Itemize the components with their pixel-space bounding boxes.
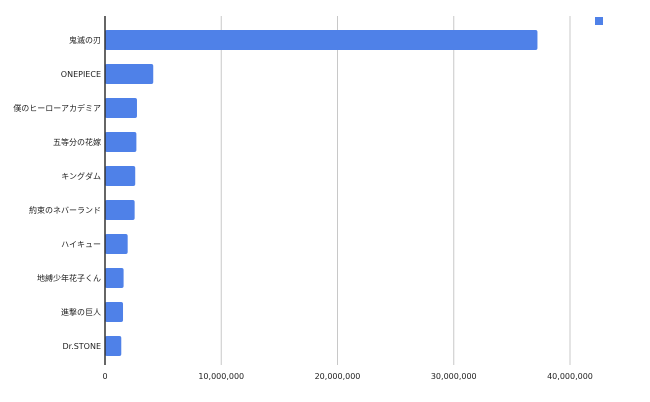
category-label-0: 鬼滅の刃 — [69, 35, 101, 45]
category-label-8: 進撃の巨人 — [61, 307, 101, 317]
category-label-3: 五等分の花嫁 — [53, 137, 101, 147]
bar-1 — [105, 64, 154, 84]
x-tick-label-3: 30,000,000 — [431, 372, 477, 381]
legend-swatch — [595, 17, 603, 25]
grid-lines — [220, 16, 571, 365]
bar-5 — [105, 200, 135, 220]
x-tick-label-0: 0 — [102, 372, 107, 381]
category-label-9: Dr.STONE — [62, 342, 101, 351]
category-label-7: 地縛少年花子くん — [37, 273, 101, 283]
x-tick-label-2: 20,000,000 — [315, 372, 361, 381]
bar-3 — [105, 132, 137, 152]
bar-0 — [105, 30, 538, 50]
bar-9 — [105, 336, 122, 356]
category-label-1: ONEPIECE — [61, 70, 101, 79]
category-labels: 鬼滅の刃 ONEPIECE 僕のヒーローアカデミア五等分の花嫁キングダム約束のネバー… — [13, 35, 101, 351]
x-tick-label-4: 40,000,000 — [547, 372, 593, 381]
bar-2 — [105, 98, 137, 118]
bars — [105, 30, 538, 356]
bar-4 — [105, 166, 136, 186]
x-axis-tick-labels: 0 10,000,000 20,000,000 30,000,000 40,000,00… — [102, 372, 592, 381]
bar-8 — [105, 302, 124, 322]
category-label-2: 僕のヒーローアカデミア — [13, 103, 101, 113]
category-label-5: 約束のネバーランド — [29, 205, 101, 215]
category-label-6: ハイキュー — [61, 240, 101, 249]
bar-6 — [105, 234, 128, 254]
category-label-4: キングダム — [61, 171, 101, 181]
bar-7 — [105, 268, 124, 288]
x-tick-label-1: 10,000,000 — [198, 372, 244, 381]
legend — [595, 17, 603, 25]
